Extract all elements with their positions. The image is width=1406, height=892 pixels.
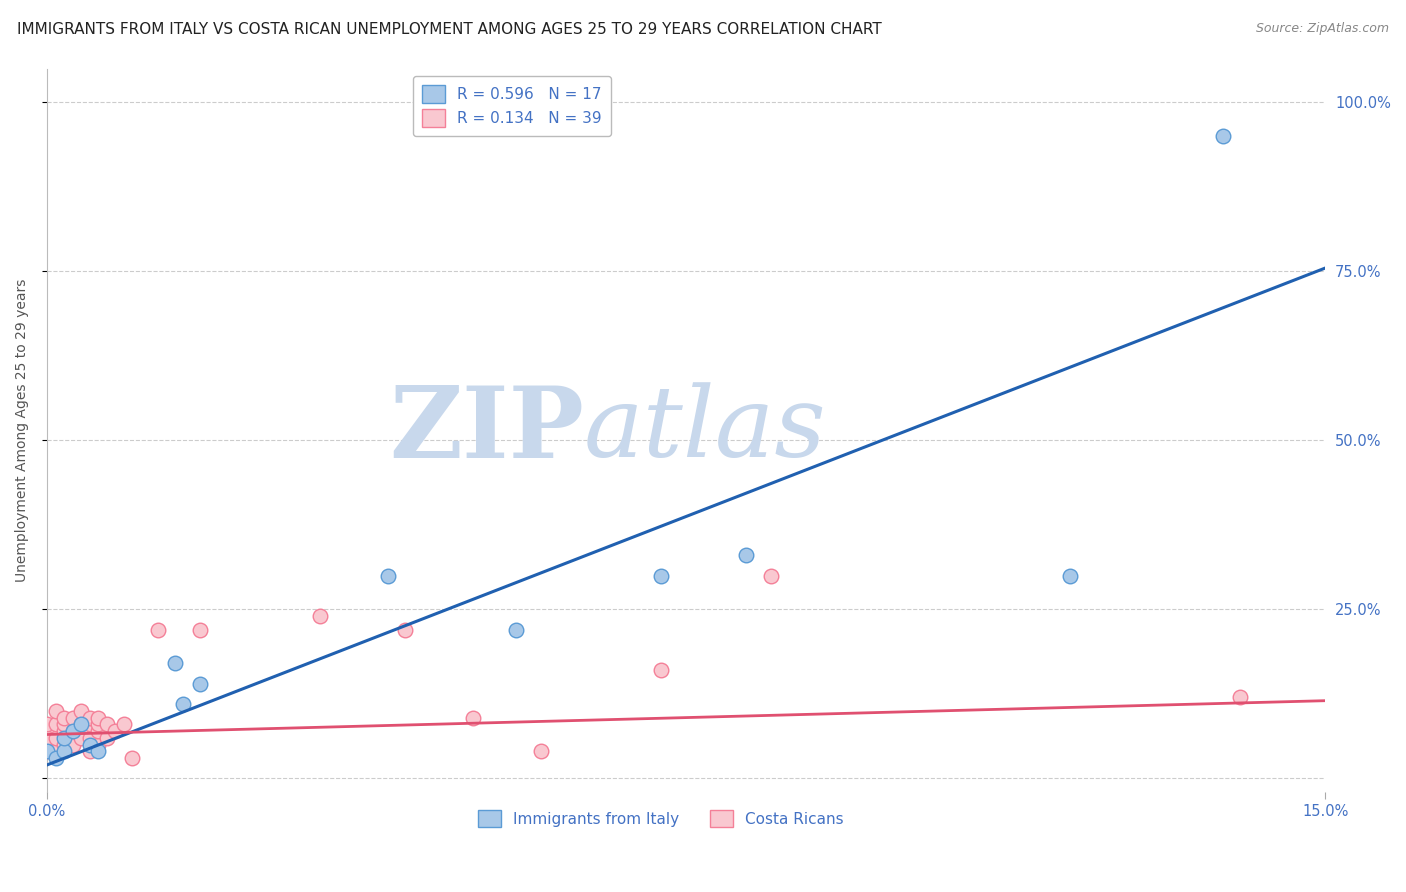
Point [79, 744, 101, 758]
Point [79, 717, 101, 731]
Point [35, 731, 58, 745]
Point [146, 623, 169, 637]
Point [190, 677, 212, 691]
Point [761, 568, 783, 582]
Point [735, 549, 758, 563]
Point [463, 710, 485, 724]
Legend: Immigrants from Italy, Costa Ricans: Immigrants from Italy, Costa Ricans [470, 802, 851, 835]
Point [1212, 129, 1234, 144]
Point [104, 724, 127, 739]
Point [35, 744, 58, 758]
Point [53, 738, 76, 752]
Point [53, 724, 76, 739]
Point [112, 717, 135, 731]
Point [53, 717, 76, 731]
Point [530, 744, 553, 758]
Point [505, 623, 527, 637]
Point [62, 710, 84, 724]
Point [70, 717, 93, 731]
Point [53, 731, 76, 745]
Point [87, 717, 110, 731]
Point [53, 744, 76, 758]
Text: ZIP: ZIP [389, 382, 583, 479]
Point [87, 738, 110, 752]
Point [96, 731, 118, 745]
Point [62, 738, 84, 752]
Point [53, 710, 76, 724]
Point [79, 731, 101, 745]
Point [1229, 690, 1251, 705]
Point [79, 738, 101, 752]
Point [87, 710, 110, 724]
Point [45, 731, 67, 745]
Point [62, 724, 84, 739]
Point [70, 717, 93, 731]
Point [70, 731, 93, 745]
Point [45, 704, 67, 718]
Point [45, 717, 67, 731]
Point [190, 623, 212, 637]
Point [87, 744, 110, 758]
Point [35, 717, 58, 731]
Point [79, 710, 101, 724]
Text: IMMIGRANTS FROM ITALY VS COSTA RICAN UNEMPLOYMENT AMONG AGES 25 TO 29 YEARS CORR: IMMIGRANTS FROM ITALY VS COSTA RICAN UNE… [17, 22, 882, 37]
Point [45, 744, 67, 758]
Point [650, 663, 672, 677]
Point [62, 724, 84, 739]
Point [87, 724, 110, 739]
Point [96, 717, 118, 731]
Point [45, 751, 67, 765]
Text: Source: ZipAtlas.com: Source: ZipAtlas.com [1256, 22, 1389, 36]
Point [394, 623, 416, 637]
Y-axis label: Unemployment Among Ages 25 to 29 years: Unemployment Among Ages 25 to 29 years [15, 278, 30, 582]
Point [163, 657, 186, 671]
Point [70, 704, 93, 718]
Point [308, 609, 330, 624]
Point [650, 568, 672, 582]
Point [172, 697, 194, 711]
Point [121, 751, 143, 765]
Point [1059, 568, 1081, 582]
Point [377, 568, 399, 582]
Text: atlas: atlas [583, 383, 827, 478]
Point [35, 744, 58, 758]
